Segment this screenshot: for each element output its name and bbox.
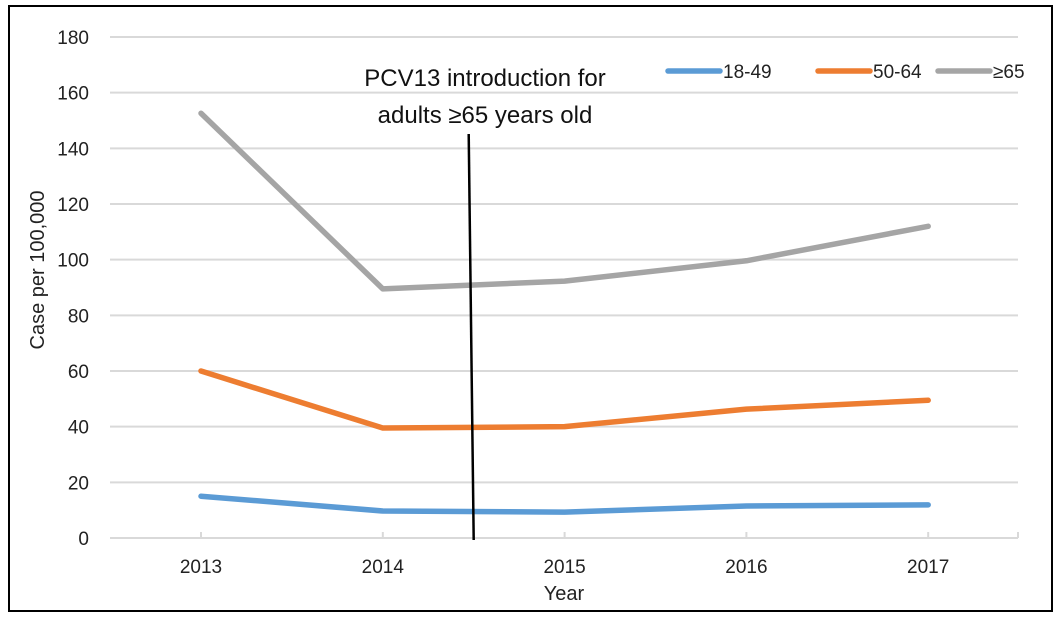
y-tick-label: 180: [57, 28, 89, 49]
y-tick-label: 80: [68, 306, 89, 327]
y-tick-label: 160: [57, 84, 89, 105]
y-tick-label: 60: [68, 362, 89, 383]
y-tick-label: 100: [57, 251, 89, 272]
y-axis-tick-labels: 0 20 40 60 80 100 120 140 160 180: [57, 28, 89, 550]
x-tick-label: 2016: [725, 557, 767, 578]
y-tick-label: 140: [57, 139, 89, 160]
gridlines: [110, 36, 1018, 539]
y-tick-label: 0: [78, 529, 89, 550]
x-axis-ticks: [200, 532, 1019, 538]
annotation-group: PCV13 introduction for adults ≥65 years …: [364, 65, 606, 541]
annotation-text-line-2: adults ≥65 years old: [378, 102, 593, 129]
x-tick-label: 2014: [362, 557, 405, 578]
legend: 18-49 50-64 ≥65: [665, 62, 1025, 83]
y-tick-label: 20: [68, 473, 89, 494]
series-lines: [198, 110, 931, 515]
annotation-text-line-1: PCV13 introduction for: [364, 65, 605, 92]
x-tick-label: 2015: [543, 557, 585, 578]
x-tick-label: 2017: [907, 557, 949, 578]
x-tick-label: 2013: [180, 557, 222, 578]
series-line-1849: [198, 493, 931, 515]
x-axis-title: Year: [544, 583, 585, 605]
y-axis-title: Case per 100,000: [27, 190, 49, 349]
series-line-65: [198, 110, 931, 292]
y-tick-label: 120: [57, 195, 89, 216]
y-tick-label: 40: [68, 418, 89, 439]
legend-label: 18-49: [723, 62, 772, 83]
x-axis-tick-labels: 2013 2014 2015 2016 2017: [180, 557, 949, 578]
series-line-5064: [198, 368, 931, 431]
annotation-line: [467, 133, 475, 541]
legend-label: ≥65: [993, 62, 1025, 83]
legend-label: 50-64: [873, 62, 922, 83]
